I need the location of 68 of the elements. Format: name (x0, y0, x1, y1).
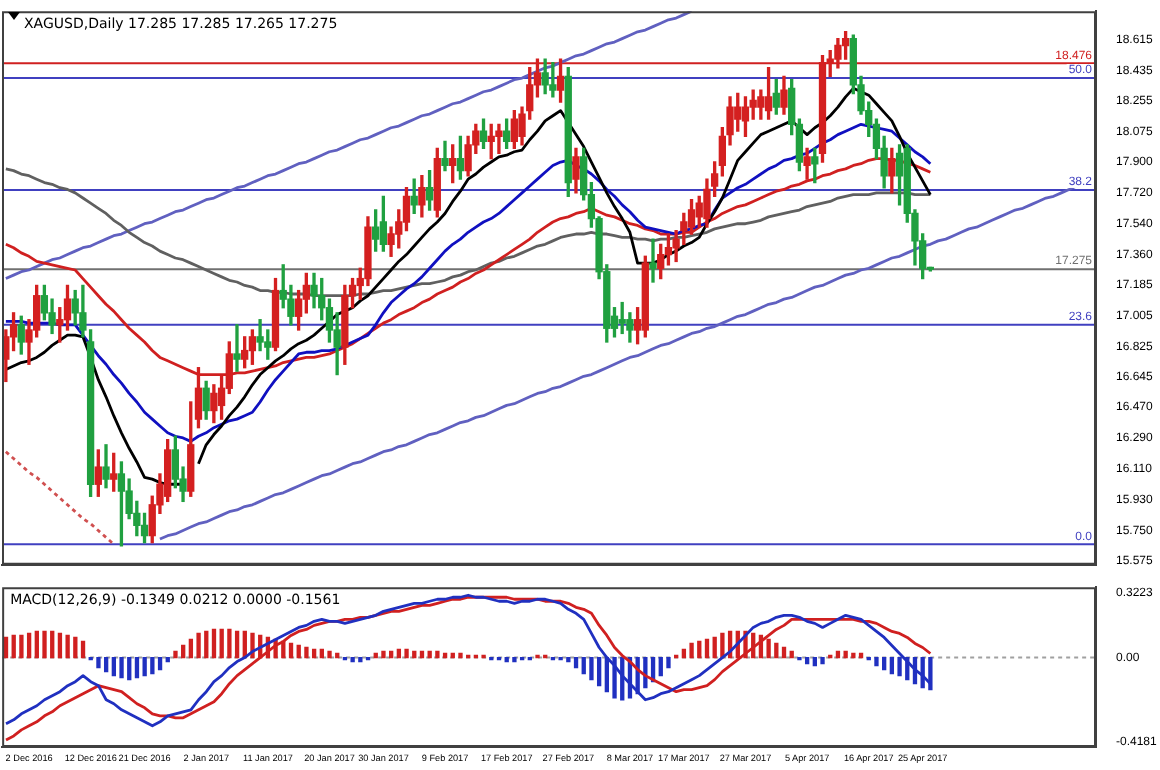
line-series (4, 450, 116, 546)
bar (211, 628, 217, 659)
bar (435, 650, 440, 659)
bar (666, 656, 671, 669)
bar (774, 642, 779, 659)
bar (589, 656, 594, 681)
bar (596, 656, 602, 687)
bar (689, 642, 694, 659)
bar (766, 638, 771, 659)
bar (843, 650, 848, 659)
bar (358, 656, 363, 663)
bar (812, 656, 817, 667)
bar (173, 650, 178, 659)
bar (311, 648, 317, 659)
bar (196, 632, 201, 659)
bar (34, 630, 39, 659)
bar (11, 634, 16, 659)
bar (897, 656, 902, 677)
bar (96, 656, 101, 669)
bar (111, 656, 117, 677)
bar (42, 630, 47, 659)
bar (381, 650, 386, 659)
bar (697, 640, 702, 659)
bar (327, 650, 332, 659)
bar (658, 656, 663, 677)
bar (882, 656, 887, 671)
bar (573, 656, 579, 669)
bar (157, 656, 163, 671)
bar (720, 632, 725, 659)
bar (26, 632, 32, 659)
bar (889, 656, 895, 675)
bar (80, 640, 86, 659)
bar (50, 630, 55, 659)
bar (119, 656, 124, 679)
bar (65, 634, 70, 659)
bar (820, 656, 825, 665)
bar (712, 636, 717, 659)
bar (512, 656, 517, 663)
bar (396, 648, 402, 659)
bar (73, 636, 78, 659)
bar (681, 648, 687, 659)
bar (851, 652, 856, 659)
bar (3, 636, 9, 659)
bar (57, 632, 63, 659)
bar (219, 628, 224, 659)
bar (188, 638, 194, 659)
bar (704, 638, 710, 659)
bar (227, 628, 232, 659)
bar (204, 630, 209, 659)
bar (288, 642, 294, 659)
bar (134, 656, 140, 679)
bar (142, 656, 147, 677)
bar (296, 644, 301, 659)
bar (127, 656, 132, 681)
bar (350, 656, 355, 663)
bar (19, 634, 24, 659)
bar (581, 656, 586, 675)
bar (781, 646, 787, 659)
bar (304, 646, 309, 659)
bar (181, 644, 186, 659)
bar (319, 648, 324, 659)
bar (150, 656, 155, 675)
bar (612, 656, 617, 699)
bar (404, 648, 409, 659)
bar (458, 652, 463, 659)
bar (874, 656, 879, 667)
bar (103, 656, 109, 673)
bar (234, 630, 240, 659)
